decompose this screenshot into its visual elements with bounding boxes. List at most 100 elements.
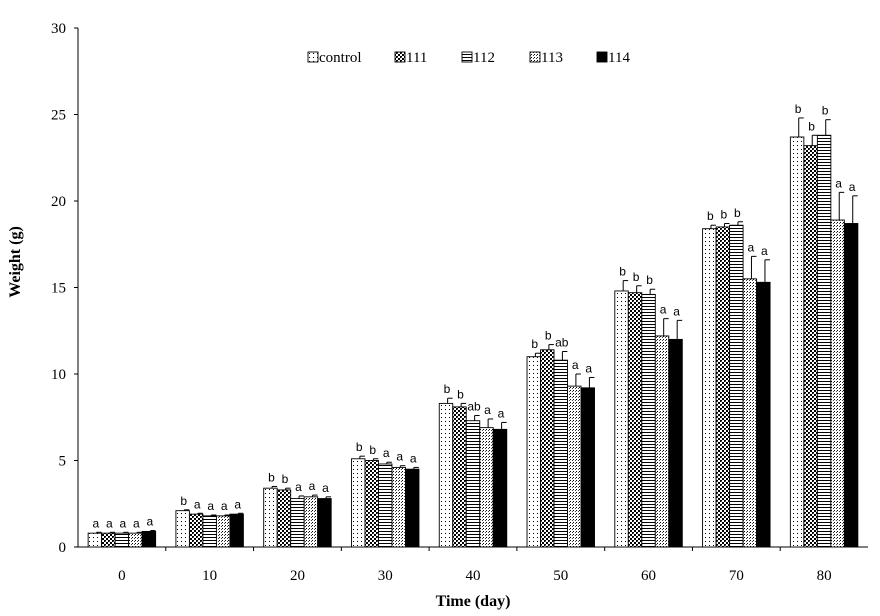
legend-label-112: 112 <box>473 50 495 66</box>
bar-control-day-40 <box>438 402 454 548</box>
bar-113-day-50 <box>567 385 582 548</box>
legend-label-111: 111 <box>406 50 427 66</box>
legend-swatch-112 <box>461 51 473 63</box>
x-tick-label: 40 <box>466 568 481 584</box>
bar-control-day-50 <box>526 356 541 548</box>
bar-111-day-50 <box>540 349 555 548</box>
significance-label: a <box>396 450 403 464</box>
bar-control-day-0 <box>87 532 103 548</box>
significance-label: a <box>309 479 316 493</box>
significance-label: a <box>849 180 856 194</box>
significance-label: a <box>322 481 329 495</box>
bar-112-day-60 <box>641 293 656 548</box>
bar-111-day-70 <box>715 226 731 548</box>
significance-label: b <box>707 209 714 223</box>
bar-111-day-60 <box>627 292 643 548</box>
bar-112-day-10 <box>202 515 217 548</box>
x-axis-title: Time (day) <box>436 593 511 610</box>
significance-label: a <box>120 516 127 530</box>
bar-113-day-20 <box>303 496 319 548</box>
legend-label-114: 114 <box>608 50 630 66</box>
significance-label: a <box>133 516 140 530</box>
significance-label: b <box>646 273 653 287</box>
bar-114-day-40 <box>492 428 508 548</box>
significance-label: a <box>484 403 491 417</box>
bar-111-day-10 <box>188 513 204 548</box>
bar-113-day-30 <box>391 466 406 548</box>
bar-113-day-40 <box>479 427 494 548</box>
x-tick-label: 80 <box>817 568 832 584</box>
legend-swatch-113 <box>529 51 541 63</box>
x-tick-label: 70 <box>729 568 744 584</box>
x-tick-label: 30 <box>378 568 393 584</box>
significance-label: b <box>822 104 829 118</box>
x-tick-label: 10 <box>202 568 217 584</box>
significance-label: b <box>720 207 727 221</box>
bar-113-day-0 <box>128 532 143 548</box>
bar-control-day-80 <box>789 136 805 548</box>
significance-label: a <box>234 497 241 511</box>
significance-label: b <box>545 329 552 343</box>
x-tick-label: 20 <box>290 568 305 584</box>
significance-label: ab <box>555 336 569 350</box>
significance-label: b <box>369 443 376 457</box>
significance-label: b <box>633 270 640 284</box>
bar-112-day-80 <box>816 134 832 548</box>
bar-114-day-50 <box>580 387 595 548</box>
significance-label: b <box>734 206 741 220</box>
x-tick-label: 0 <box>118 568 126 584</box>
y-tick-label: 30 <box>51 21 66 37</box>
bar-113-day-10 <box>215 515 231 548</box>
significance-label: a <box>660 303 667 317</box>
y-tick-label: 10 <box>51 367 66 383</box>
significance-label: ab <box>467 400 481 414</box>
significance-label: a <box>585 361 592 375</box>
significance-label: a <box>383 446 390 460</box>
significance-label: a <box>498 406 505 420</box>
significance-label: a <box>835 176 842 190</box>
bar-113-day-80 <box>830 219 845 548</box>
significance-label: b <box>444 382 451 396</box>
bar-114-day-0 <box>141 530 157 548</box>
bar-113-day-60 <box>654 335 670 548</box>
bar-114-day-10 <box>229 513 244 548</box>
bar-114-day-20 <box>317 498 332 548</box>
significance-label: a <box>93 516 100 530</box>
legend-label-113: 113 <box>541 50 563 66</box>
significance-label: b <box>619 265 626 279</box>
bar-113-day-70 <box>742 278 758 548</box>
legend-swatch-control <box>307 51 319 63</box>
significance-label: a <box>207 499 214 513</box>
bar-111-day-80 <box>803 145 818 548</box>
legend: control 111 112 113 114 <box>307 50 630 66</box>
bar-control-day-70 <box>702 228 717 548</box>
significance-label: b <box>457 387 464 401</box>
bar-control-day-30 <box>351 458 366 548</box>
bar-111-day-20 <box>276 489 292 548</box>
y-axis-title: Weight (g) <box>7 226 24 298</box>
bar-111-day-0 <box>101 532 116 548</box>
significance-label: a <box>761 244 768 258</box>
x-tick-label: 60 <box>641 568 656 584</box>
bar-control-day-10 <box>175 510 190 548</box>
significance-label: b <box>268 470 275 484</box>
y-tick-label: 15 <box>51 281 66 297</box>
significance-label: a <box>673 304 680 318</box>
bar-114-day-80 <box>843 223 859 548</box>
significance-label: a <box>221 499 228 513</box>
bar-112-day-40 <box>465 420 481 548</box>
bar-112-day-0 <box>114 532 130 548</box>
significance-label: a <box>572 358 579 372</box>
significance-label: a <box>147 515 154 529</box>
significance-label: b <box>356 440 363 454</box>
significance-label: b <box>795 102 802 116</box>
legend-swatch-111 <box>394 51 406 63</box>
x-tick-label: 50 <box>553 568 568 584</box>
bar-control-day-60 <box>614 290 629 548</box>
bar-control-day-20 <box>263 487 278 548</box>
significance-label: a <box>410 451 417 465</box>
significance-label: b <box>808 119 815 133</box>
y-tick-label: 25 <box>51 108 66 124</box>
legend-swatch-114 <box>596 51 608 63</box>
